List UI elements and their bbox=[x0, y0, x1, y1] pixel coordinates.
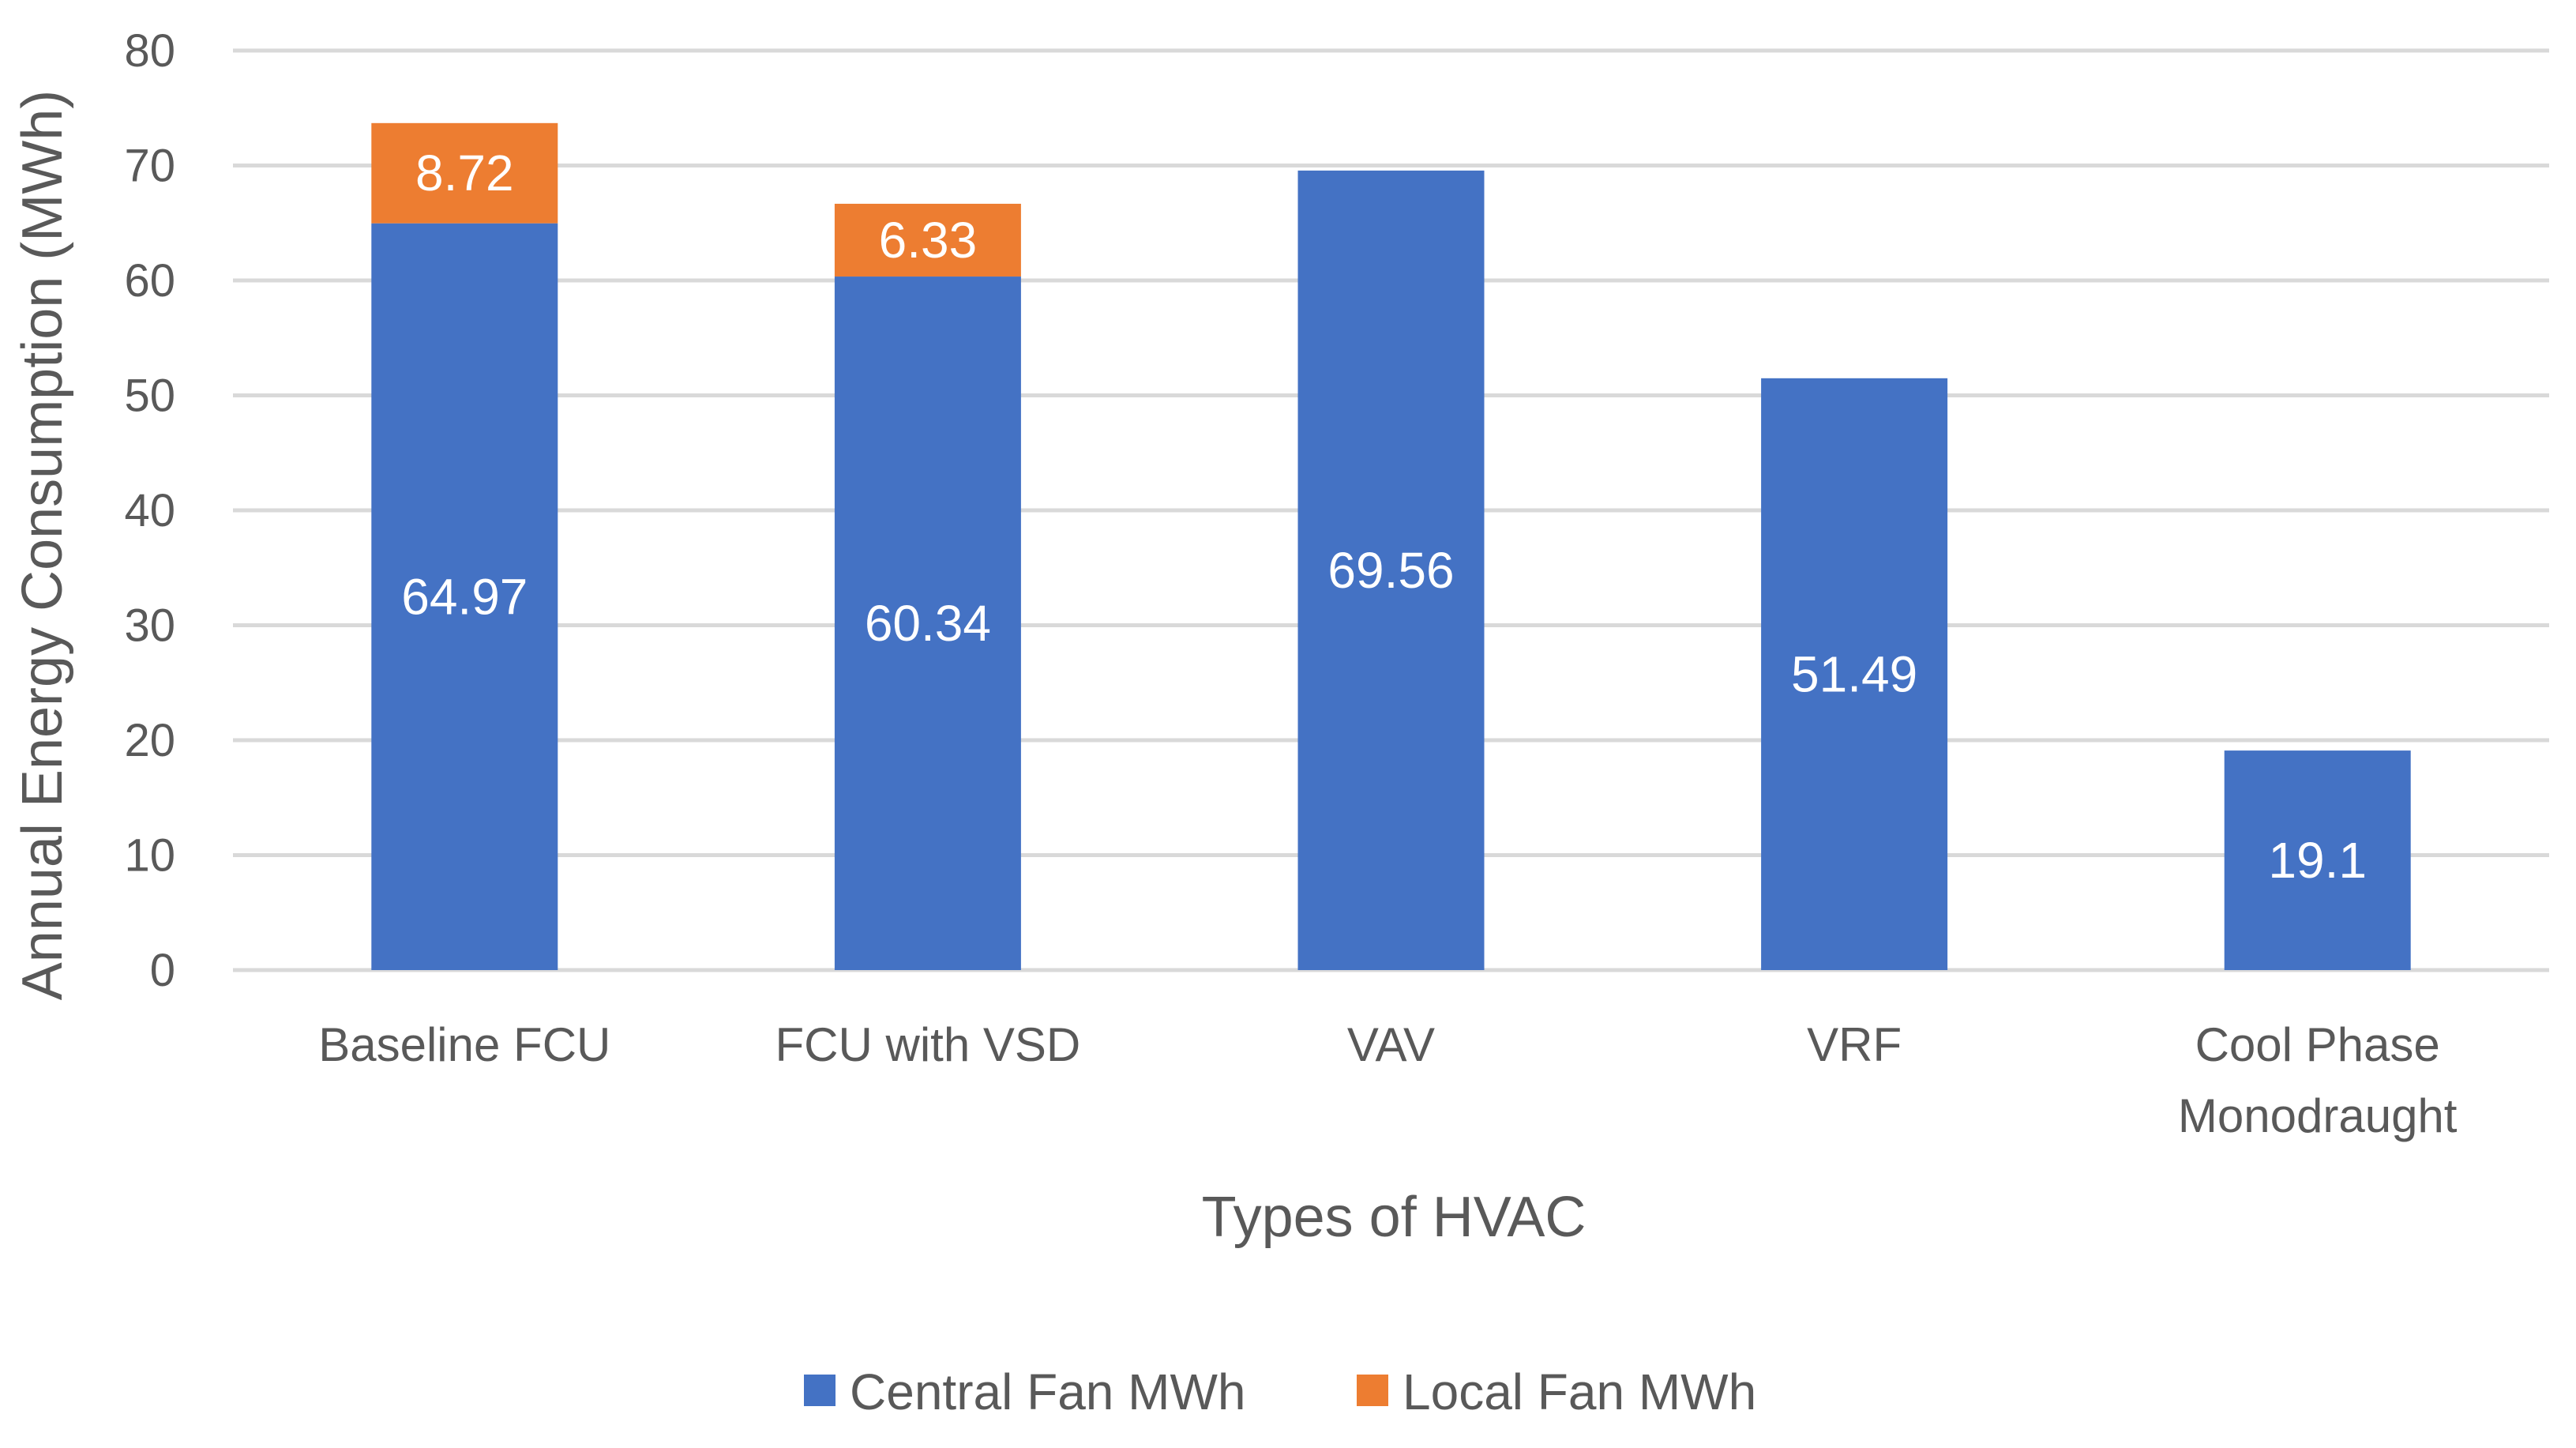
y-axis-ticks: 0 10 20 30 40 50 60 70 80 bbox=[124, 25, 175, 996]
y-tick-label: 20 bbox=[124, 715, 175, 766]
x-category-label: Cool Phase bbox=[2195, 1018, 2440, 1071]
legend-label: Central Fan MWh bbox=[850, 1363, 1245, 1420]
bar-value-label: 60.34 bbox=[865, 595, 991, 652]
bar-value-label: 6.33 bbox=[879, 212, 978, 269]
bar-central-fan bbox=[1761, 378, 1948, 970]
bar-central-fan bbox=[2224, 750, 2411, 970]
bar-central-fan bbox=[371, 223, 558, 970]
y-tick-label: 30 bbox=[124, 600, 175, 652]
y-tick-label: 40 bbox=[124, 485, 175, 536]
x-category-label: VAV bbox=[1347, 1018, 1435, 1071]
legend-swatch bbox=[1357, 1375, 1388, 1406]
bar-value-label: 51.49 bbox=[1791, 645, 1917, 702]
bar-local-fan bbox=[371, 122, 558, 224]
bar-data-labels: 64.97 8.72 60.34 6.33 69.56 51.49 19.1 bbox=[401, 145, 2367, 889]
x-category-label: FCU with VSD bbox=[775, 1018, 1081, 1071]
bar-central-fan bbox=[834, 276, 1021, 971]
x-category-label: VRF bbox=[1807, 1018, 1902, 1071]
bar-value-label: 8.72 bbox=[415, 145, 514, 201]
y-tick-label: 60 bbox=[124, 255, 175, 307]
y-tick-label: 0 bbox=[150, 945, 175, 996]
y-tick-label: 10 bbox=[124, 830, 175, 882]
x-category-label: Monodraught bbox=[2178, 1089, 2458, 1142]
y-tick-label: 70 bbox=[124, 141, 175, 192]
bar-value-label: 64.97 bbox=[401, 568, 528, 625]
legend-label: Local Fan MWh bbox=[1403, 1363, 1756, 1420]
y-tick-label: 80 bbox=[124, 25, 175, 77]
bar-value-label: 19.1 bbox=[2268, 832, 2367, 889]
bar-central-fan bbox=[1297, 170, 1485, 971]
x-category-label: Baseline FCU bbox=[318, 1018, 610, 1071]
bars bbox=[371, 122, 2411, 971]
y-axis-title: Annual Energy Consumption (MWh) bbox=[11, 90, 74, 1001]
x-axis-title: Types of HVAC bbox=[1202, 1186, 1587, 1249]
x-axis-category-labels: Baseline FCU FCU with VSD VAV VRF Cool Phase… bbox=[318, 1018, 2458, 1142]
bar-value-label: 69.56 bbox=[1327, 542, 1454, 599]
legend-swatch bbox=[804, 1375, 836, 1406]
legend: Central Fan MWh Local Fan MWh bbox=[804, 1363, 1756, 1420]
y-tick-label: 50 bbox=[124, 370, 175, 422]
bar-local-fan bbox=[834, 203, 1021, 277]
